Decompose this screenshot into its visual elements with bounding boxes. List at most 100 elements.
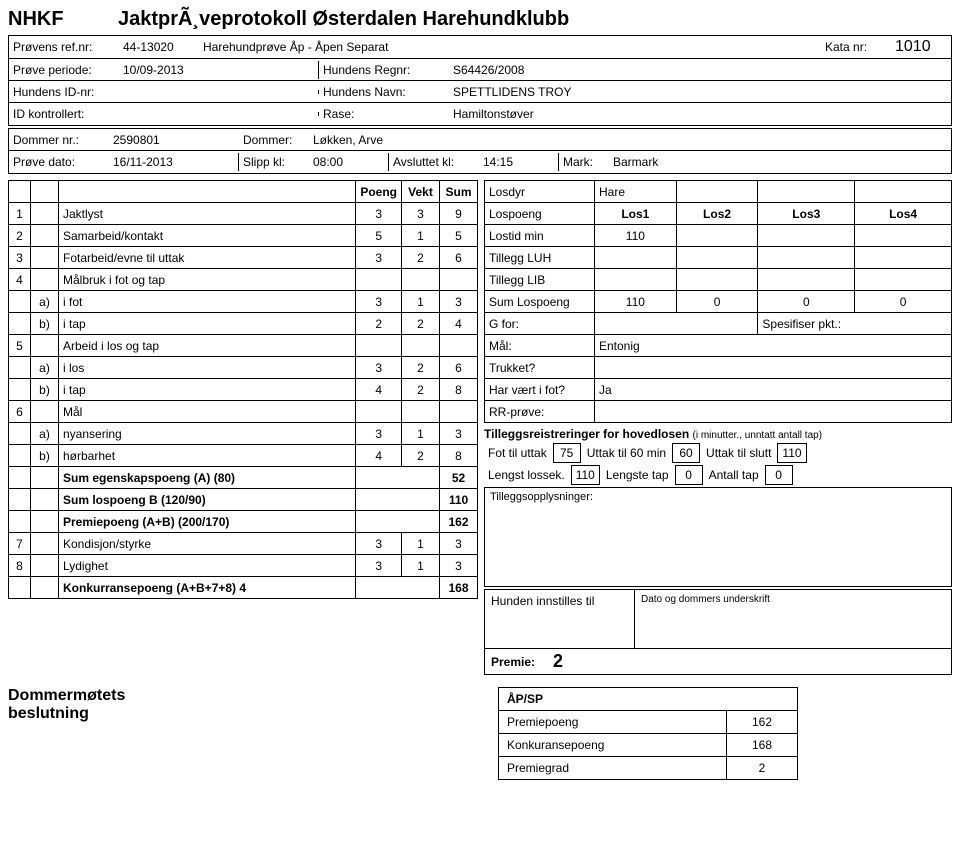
rr-label: RR-prøve: [485, 401, 595, 423]
sumA-val: 52 [440, 467, 478, 489]
slipp-val: 08:00 [309, 153, 347, 171]
tillegg-oppl: Tilleggsopplysninger: [484, 487, 952, 587]
innstilles-label: Hunden innstilles til [485, 590, 635, 648]
lostid-val: 110 [595, 225, 677, 247]
lospoeng-label: Lospoeng [485, 203, 595, 225]
table-row: 2Samarbeid/kontakt515 [9, 225, 478, 247]
dommernr-val: 2590801 [109, 131, 239, 149]
table-row: b)i tap224 [9, 313, 478, 335]
provens-ref-label: Prøvens ref.nr: [9, 38, 119, 56]
dommermote-label: Dommermøtets beslutning [8, 687, 478, 780]
row7-label: Kondisjon/styrke [59, 533, 356, 555]
result-box: ÅP/SP Premiepoeng 162 Konkuransepoeng 16… [498, 687, 798, 780]
kata-nr: 1010 [891, 36, 951, 58]
right-column: Losdyr Hare Lospoeng Los1 Los2 Los3 Los4… [484, 180, 952, 675]
harvart-val: Ja [595, 379, 952, 401]
premie-row: Premie: 2 [484, 649, 952, 675]
kp-label: Konkuransepoeng [499, 734, 727, 756]
table-row: a)i los326 [9, 357, 478, 379]
table-row: 1Jaktlyst339 [9, 203, 478, 225]
losdyr-label: Losdyr [485, 181, 595, 203]
table-row: a)i fot313 [9, 291, 478, 313]
bottom-row: Dommermøtets beslutning ÅP/SP Premiepoen… [8, 687, 952, 780]
sumA-label: Sum egenskapspoeng (A) (80) [59, 467, 356, 489]
fot-val: 75 [553, 443, 581, 463]
sumlos-label: Sum Lospoeng [485, 291, 595, 313]
maal-val: Entonig [595, 335, 952, 357]
trukket-label: Trukket? [485, 357, 595, 379]
table-row: a)nyansering313 [9, 423, 478, 445]
sumB-val: 110 [440, 489, 478, 511]
lib-label: Tillegg LIB [485, 269, 595, 291]
uslutt-val: 110 [777, 443, 806, 463]
avsluttet-val: 14:15 [479, 153, 517, 171]
sumB-label: Sum lospoeng B (120/90) [59, 489, 356, 511]
premiepoeng-val: 162 [440, 511, 478, 533]
sign-box: Hunden innstilles til Dato og dommers un… [484, 589, 952, 649]
losdyr-val: Hare [595, 181, 677, 203]
gfor-label: G for: [485, 313, 595, 335]
idnr-label: Hundens ID-nr: [9, 83, 119, 101]
slipp-label: Slipp kl: [239, 153, 309, 171]
pp-label: Premiepoeng [499, 711, 727, 733]
dommer-box: Dommer nr.: 2590801 Dommer: Løkken, Arve… [8, 128, 952, 174]
rase-label: Rase: [319, 105, 449, 123]
provedato-label: Prøve dato: [9, 153, 109, 171]
konk-val: 168 [440, 577, 478, 599]
premie-val: 2 [541, 649, 575, 674]
mark-val: Barmark [609, 153, 951, 171]
konk-label: Konkurransepoeng (A+B+7+8) 4 [59, 577, 356, 599]
pp-val: 162 [727, 711, 797, 733]
lengst-val: 110 [571, 465, 600, 485]
regnr-label: Hundens Regnr: [319, 61, 449, 79]
maal-label: Mål: [485, 335, 595, 357]
spes-label: Spesifiser pkt.: [758, 313, 952, 335]
table-row: b)i tap428 [9, 379, 478, 401]
col-vekt: Vekt [402, 181, 440, 203]
harvart-label: Har vært i fot? [485, 379, 595, 401]
navn-label: Hundens Navn: [319, 83, 449, 101]
row8-label: Lydighet [59, 555, 356, 577]
los-table: Losdyr Hare Lospoeng Los1 Los2 Los3 Los4… [484, 180, 952, 423]
u60-val: 60 [672, 443, 700, 463]
table-row: 5Arbeid i los og tap [9, 335, 478, 357]
idkontroll-label: ID kontrollert: [9, 105, 119, 123]
table-row: b)hørbarhet428 [9, 445, 478, 467]
antall-val: 0 [765, 465, 793, 485]
table-row: 4Målbruk i fot og tap [9, 269, 478, 291]
header-row-1: NHKF JaktprÃ¸veprotokoll Østerdalen Hare… [8, 8, 952, 31]
regnr-val: S64426/2008 [449, 61, 951, 79]
kata-label: Kata nr: [821, 38, 891, 56]
main-columns: Poeng Vekt Sum 1Jaktlyst3392Samarbeid/ko… [8, 180, 952, 675]
dommer-label: Dommer: [239, 131, 309, 149]
tillegg-title: Tilleggsreistreringer for hovedlosen (i … [484, 427, 952, 441]
dommer-val: Løkken, Arve [309, 131, 951, 149]
kp-val: 168 [727, 734, 797, 756]
idkontroll-val [119, 112, 127, 116]
luh-label: Tillegg LUH [485, 247, 595, 269]
sign-label: Dato og dommers underskrift [635, 590, 951, 648]
provedato-val: 16/11-2013 [109, 153, 177, 171]
avsluttet-label: Avsluttet kl: [389, 153, 479, 171]
table-row: 3Fotarbeid/evne til uttak326 [9, 247, 478, 269]
org-label: NHKF [8, 8, 118, 31]
col-poeng: Poeng [356, 181, 402, 203]
col-sum: Sum [440, 181, 478, 203]
tillegg-row-1: Fot til uttak 75 Uttak til 60 min 60 Utt… [484, 443, 952, 463]
periode-label: Prøve periode: [9, 61, 119, 79]
tillegg-row-2: Lengst lossek. 110 Lengste tap 0 Antall … [484, 465, 952, 485]
navn-val: SPETTLIDENS TROY [449, 83, 951, 101]
idnr-val [119, 90, 127, 94]
premie-label: Premie: [485, 653, 541, 671]
score-table: Poeng Vekt Sum 1Jaktlyst3392Samarbeid/ko… [8, 180, 478, 599]
top-info-box: Prøvens ref.nr: 44-13020 Harehundprøve Å… [8, 35, 952, 126]
lostid-label: Lostid min [485, 225, 595, 247]
dommernr-label: Dommer nr.: [9, 131, 109, 149]
rase-val: Hamiltonstøver [449, 105, 951, 123]
pg-label: Premiegrad [499, 757, 727, 779]
page-title: JaktprÃ¸veprotokoll Østerdalen Harehundk… [118, 8, 569, 31]
table-row: 6Mål [9, 401, 478, 423]
prove-name: Harehundprøve Åp - Åpen Separat [199, 38, 821, 56]
apsp-label: ÅP/SP [499, 688, 797, 711]
score-column: Poeng Vekt Sum 1Jaktlyst3392Samarbeid/ko… [8, 180, 478, 675]
